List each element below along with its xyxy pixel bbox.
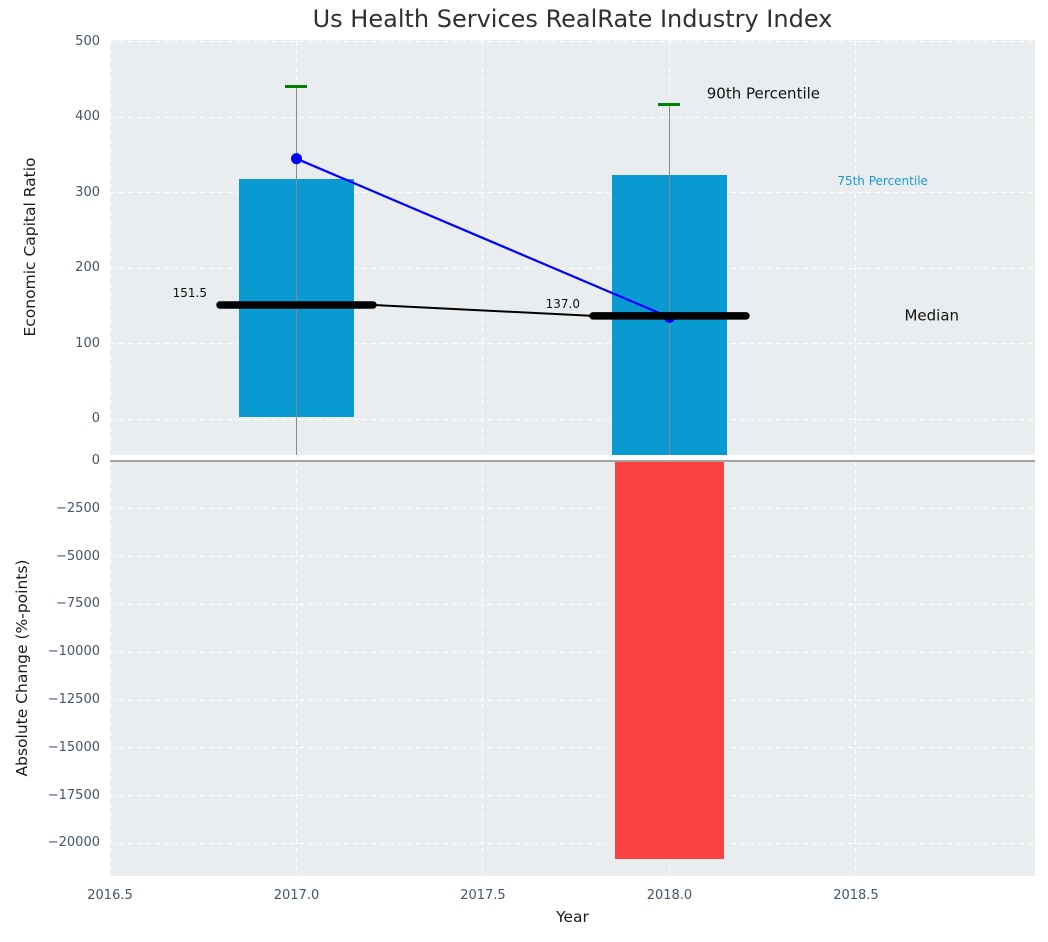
gridline-v <box>855 40 857 455</box>
annotation-median: Median <box>904 306 960 325</box>
x-axis-label: Year <box>556 908 589 926</box>
gridline-h <box>110 41 1035 42</box>
annotation-75th-percentile: 75th Percentile <box>837 174 928 189</box>
gridline-h <box>110 651 1035 653</box>
ytick-label: −15000 <box>47 739 100 755</box>
ytick-label: 500 <box>75 33 100 49</box>
ytick-label: −5000 <box>56 548 100 564</box>
gridline-v <box>482 461 484 876</box>
xtick-label: 2017.5 <box>460 888 506 903</box>
ytick-label: −12500 <box>47 692 100 708</box>
ytick-label: −10000 <box>47 644 100 660</box>
gridline-v <box>482 40 484 455</box>
xtick-label: 2018.5 <box>833 888 879 903</box>
ytick-label: −20000 <box>47 835 100 851</box>
ytick-label: 0 <box>91 411 100 427</box>
xtick-label: 2018.0 <box>646 888 693 903</box>
whisker-line-2018 <box>668 104 671 455</box>
gridline-h <box>110 116 1035 118</box>
gridline-h <box>110 699 1035 701</box>
ytick-label: 300 <box>75 184 100 200</box>
xtick-label: 2017.0 <box>273 888 320 903</box>
annotation-137.0: 137.0 <box>545 296 580 311</box>
gridline-h <box>110 508 1035 510</box>
ytick-label: 100 <box>75 335 100 351</box>
zero-baseline <box>110 459 1035 462</box>
gridline-h <box>110 418 1035 420</box>
whisker-line-2017 <box>295 86 298 455</box>
gridline-h <box>110 747 1035 749</box>
gridline-v <box>109 40 111 455</box>
annotation-90th-percentile: 90th Percentile <box>706 84 821 103</box>
ytick-label: −17500 <box>47 787 100 803</box>
chart-title: Us Health Services RealRate Industry Ind… <box>312 5 833 33</box>
gridline-v <box>295 461 297 876</box>
ytick-label: −2500 <box>56 500 100 516</box>
gridline-h <box>110 795 1035 797</box>
top-plot-area <box>109 40 1035 455</box>
top-y-axis-label: Economic Capital Ratio <box>21 157 39 337</box>
gridline-h <box>110 343 1035 345</box>
ytick-label: −7500 <box>56 596 100 612</box>
gridline-h <box>110 842 1035 844</box>
negative-bar-2018 <box>615 461 724 859</box>
gridline-h <box>110 556 1035 558</box>
cap-90th-2017 <box>285 85 308 89</box>
gridline-v <box>855 461 857 876</box>
bottom-plot-area <box>109 460 1035 876</box>
annotation-151.5: 151.5 <box>172 286 207 301</box>
gridline-h <box>110 603 1035 605</box>
ytick-label: 200 <box>75 260 100 276</box>
cap-90th-2018 <box>658 102 681 106</box>
gridline-v <box>109 461 111 876</box>
ytick-label: 400 <box>75 109 100 125</box>
ytick-label: 0 <box>91 453 100 468</box>
xtick-label: 2016.5 <box>87 888 133 903</box>
